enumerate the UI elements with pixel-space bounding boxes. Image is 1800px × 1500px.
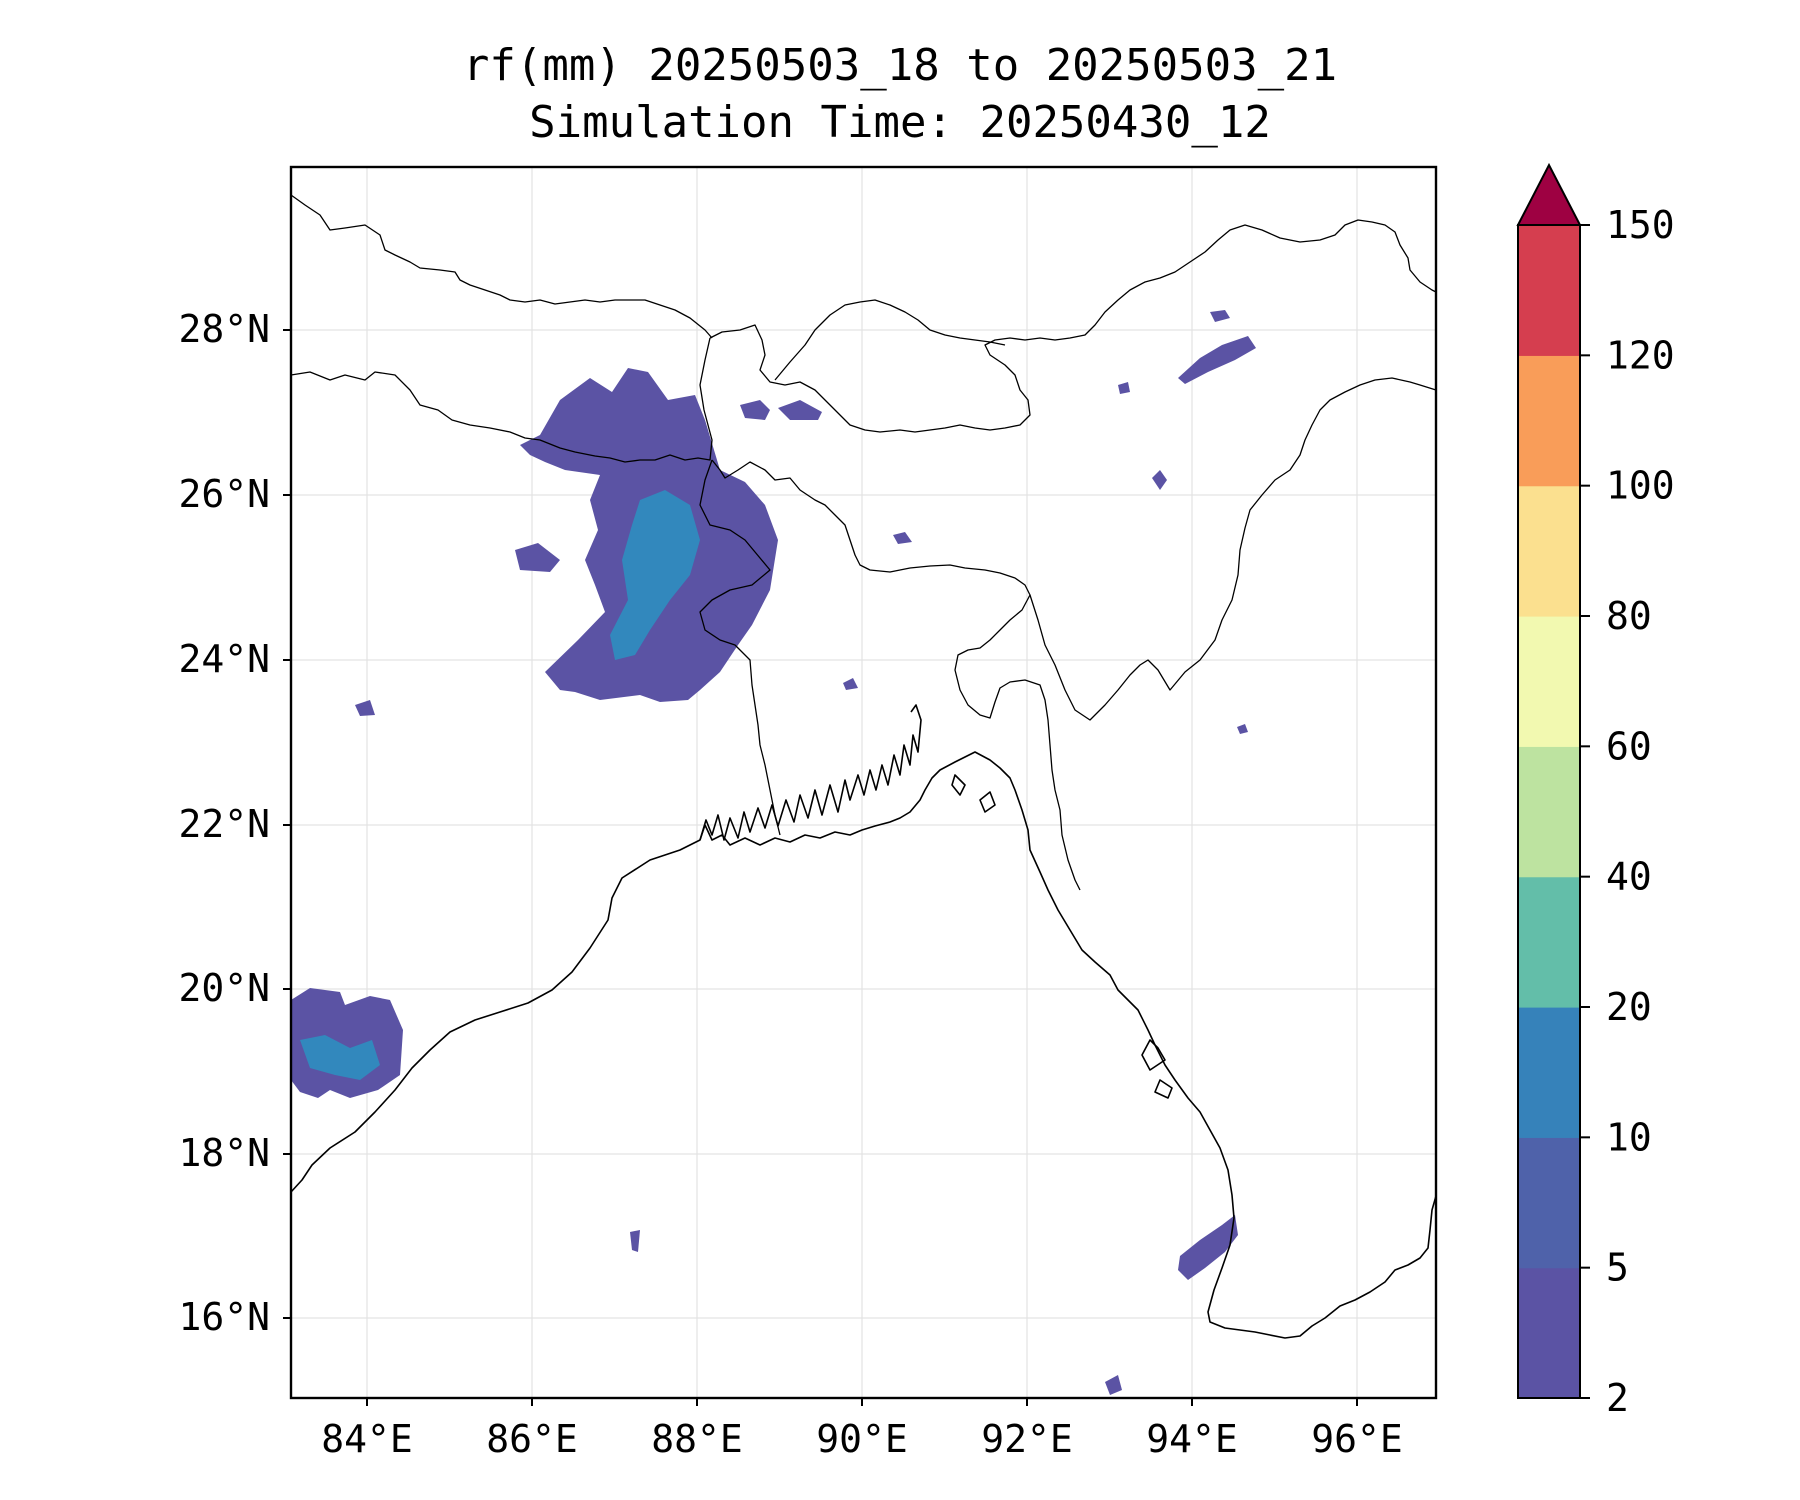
rainfall-region-small-3 — [843, 678, 858, 690]
rainfall-region-sea-1 — [630, 1230, 640, 1252]
lon-tick-88: 88°E — [651, 1417, 743, 1461]
lon-axis: 84°E 86°E 88°E 90°E 92°E 94°E 96°E — [321, 1398, 1403, 1461]
lon-tick-94: 94°E — [1146, 1417, 1238, 1461]
colorbar-extend-arrow — [1516, 162, 1582, 226]
coastline-islands — [951, 774, 1173, 1099]
border-india-bangladesh-west — [699, 459, 781, 836]
map-title: rf(mm) 20250503_18 to 20250503_21 — [462, 40, 1338, 91]
colorbar: 2 5 10 20 40 60 80 100 120 150 — [1516, 162, 1675, 1420]
lat-tick-18: 18°N — [178, 1131, 270, 1175]
lon-tick-84: 84°E — [321, 1417, 413, 1461]
country-borders — [290, 194, 1437, 891]
lon-tick-92: 92°E — [981, 1417, 1073, 1461]
map-subtitle: Simulation Time: 20250430_12 — [529, 97, 1271, 148]
border-nepal — [290, 337, 713, 463]
rainfall-region-north-2 — [778, 400, 822, 420]
lat-tick-24: 24°N — [178, 637, 270, 681]
colorbar-bin — [1518, 1137, 1580, 1269]
rainfall-region-small-2 — [893, 532, 912, 544]
rainfall-region-small-1 — [355, 700, 375, 716]
rainfall-regions — [291, 310, 1256, 1395]
colorbar-tick-label: 60 — [1606, 724, 1652, 768]
rainfall-region-myanmar-coast — [1178, 1215, 1238, 1280]
colorbar-tick-label: 10 — [1606, 1115, 1652, 1159]
lon-tick-96: 96°E — [1311, 1417, 1403, 1461]
lon-tick-90: 90°E — [816, 1417, 908, 1461]
rainfall-region-manipur — [1237, 724, 1248, 734]
colorbar-bin — [1518, 1007, 1580, 1138]
rainfall-core-west-bengal — [610, 490, 700, 660]
colorbar-bin — [1518, 225, 1580, 356]
colorbar-bin — [1518, 355, 1580, 487]
colorbar-tick-label: 2 — [1606, 1376, 1629, 1420]
rainfall-core-odisha — [300, 1035, 380, 1080]
colorbar-outline — [1517, 224, 1581, 1399]
border-bhutan — [774, 299, 1006, 381]
coastlines — [290, 704, 1437, 1339]
colorbar-tick-label: 80 — [1606, 594, 1652, 638]
coastline-india-east — [290, 751, 1437, 1339]
border-india-nepal-north — [290, 194, 713, 339]
colorbar-bin — [1518, 485, 1580, 617]
rainfall-region-sea-2 — [1105, 1375, 1122, 1395]
colorbar-bin — [1518, 876, 1580, 1008]
lat-tick-16: 16°N — [178, 1295, 270, 1339]
rainfall-region-arunachal-2 — [1210, 310, 1230, 322]
colorbar-tick-label: 100 — [1606, 464, 1675, 508]
lat-tick-26: 26°N — [178, 472, 270, 516]
colorbar-tick-label: 5 — [1606, 1246, 1629, 1290]
colorbar-tick-label: 40 — [1606, 855, 1652, 899]
lon-tick-86: 86°E — [486, 1417, 578, 1461]
rainfall-region-assam — [1152, 470, 1167, 490]
border-bhutan-sikkim — [709, 219, 1437, 433]
coastline-sundarbans — [699, 704, 922, 841]
lat-tick-28: 28°N — [178, 307, 270, 351]
lat-tick-22: 22°N — [178, 802, 270, 846]
colorbar-tick-label: 120 — [1606, 333, 1675, 377]
rainfall-region-arunachal — [1178, 336, 1256, 384]
colorbar-bin — [1518, 616, 1580, 747]
rainfall-region-north — [740, 400, 770, 420]
colorbar-tick-label: 20 — [1606, 985, 1652, 1029]
lat-tick-20: 20°N — [178, 966, 270, 1010]
rainfall-region-bihar — [515, 543, 560, 572]
rainfall-region-assam-2 — [1118, 382, 1130, 394]
gridlines — [291, 167, 1436, 1398]
colorbar-bin — [1518, 1267, 1580, 1399]
border-bangladesh — [711, 459, 1081, 891]
colorbar-tick-label: 150 — [1606, 203, 1675, 247]
colorbar-bin — [1518, 746, 1580, 878]
lat-axis: 28°N 26°N 24°N 22°N 20°N 18°N 16°N — [178, 307, 291, 1339]
map-frame — [289, 165, 1438, 1400]
border-myanmar — [1029, 377, 1437, 721]
